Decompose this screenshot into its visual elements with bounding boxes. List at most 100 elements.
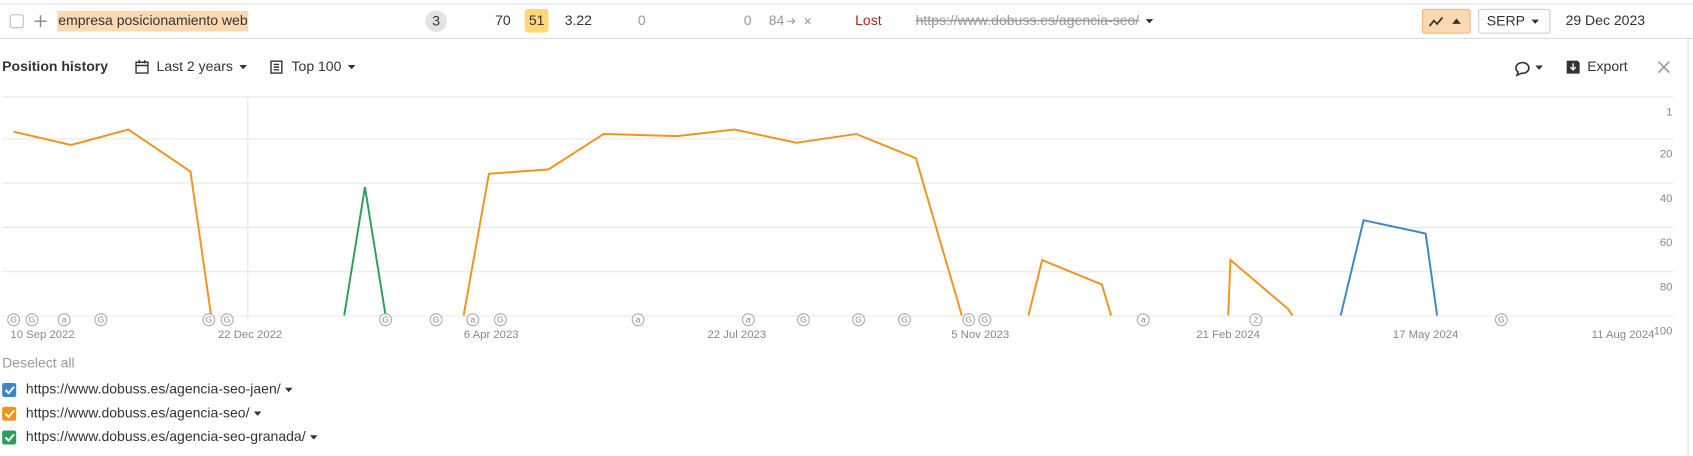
add-icon[interactable] xyxy=(34,15,47,28)
x-tick-label: 11 Aug 2024 xyxy=(1592,329,1655,341)
serp-feature-marker xyxy=(379,313,393,327)
keyword-highlight xyxy=(57,10,249,32)
serp-feature-marker xyxy=(7,313,21,327)
serp-feature-label: G xyxy=(382,315,389,325)
deselect-all[interactable]: Deselect all xyxy=(2,355,74,371)
close-button[interactable] xyxy=(1657,61,1670,74)
serp-feature-label: G xyxy=(855,315,862,325)
serp-feature-label: G xyxy=(205,315,212,325)
y-tick-label: 20 xyxy=(1660,149,1673,161)
legend-label[interactable]: https://www.dobuss.es/agencia-seo-granad… xyxy=(26,428,306,444)
chart-button[interactable] xyxy=(1421,8,1471,34)
comment-icon[interactable] xyxy=(1515,61,1530,77)
serp-feature-marker xyxy=(220,313,234,327)
volume: 70 xyxy=(495,12,511,28)
x-tick-label: 22 Jul 2023 xyxy=(708,329,767,341)
row-checkbox[interactable] xyxy=(9,14,24,29)
y-tick-label: 100 xyxy=(1654,326,1673,338)
period-select[interactable]: Last 2 years xyxy=(157,58,233,74)
x-tick-label: 6 Apr 2023 xyxy=(464,329,519,341)
serp-feature-marker xyxy=(94,313,108,327)
serp-feature-marker xyxy=(1249,313,1263,327)
cpc: 3.22 xyxy=(565,12,592,28)
legend-checkbox[interactable] xyxy=(2,430,17,445)
traffic: 0 xyxy=(638,12,646,28)
check-icon xyxy=(4,409,15,419)
legend-checkbox[interactable] xyxy=(2,382,17,397)
top-select[interactable]: Top 100 xyxy=(292,58,342,74)
series-line xyxy=(1339,219,1439,316)
url[interactable]: https://www.dobuss.es/agencia-seo/ xyxy=(916,12,1140,28)
serp-feature-label: G xyxy=(10,315,17,325)
serp-button[interactable] xyxy=(1478,8,1551,34)
serp-feature-marker xyxy=(429,313,443,327)
date: 29 Dec 2023 xyxy=(1566,12,1646,28)
check-icon xyxy=(4,386,15,395)
lost-icon xyxy=(804,18,811,25)
legend: https://www.dobuss.es/agencia-seo-jaen/h… xyxy=(2,381,318,445)
serp-feature-label: G xyxy=(224,315,231,325)
caret xyxy=(1145,19,1154,24)
caret xyxy=(1535,65,1543,70)
x-tick-label: 10 Sep 2022 xyxy=(10,329,74,341)
serp-feature-marker xyxy=(57,313,71,327)
panel-title: Position history xyxy=(2,58,108,74)
serp-feature-marker xyxy=(202,313,216,327)
serp-label[interactable]: SERP xyxy=(1487,12,1525,28)
kd-badge xyxy=(524,8,549,33)
serp-feature-marker xyxy=(897,313,911,327)
serp-feature-marker xyxy=(493,313,507,327)
table-icon xyxy=(270,60,283,74)
serp-feature-label: G xyxy=(1498,315,1505,325)
serp-feature-label: G xyxy=(98,315,105,325)
serp-feature-marker xyxy=(25,313,39,327)
serp-feature-label: G xyxy=(965,315,972,325)
caret xyxy=(284,387,293,393)
serp-feature-label: a xyxy=(1141,315,1146,325)
x-tick-label: 17 May 2024 xyxy=(1393,329,1459,341)
serp-feature-label: a xyxy=(62,315,67,325)
series-line xyxy=(343,186,387,316)
caret xyxy=(1531,19,1539,24)
legend-checkbox[interactable] xyxy=(2,406,17,421)
export-button[interactable]: Export xyxy=(1587,58,1628,74)
caret xyxy=(239,64,247,70)
arrow-icon xyxy=(787,18,796,25)
keyword[interactable]: empresa posicionamiento web xyxy=(58,12,248,28)
serp-feature-marker xyxy=(1494,313,1508,327)
legend-label[interactable]: https://www.dobuss.es/agencia-seo-jaen/ xyxy=(26,381,281,397)
status: Lost xyxy=(855,12,882,28)
serp-feature-label: G xyxy=(29,315,36,325)
serp-feature-marker xyxy=(962,313,976,327)
serp-feature-label: a xyxy=(636,315,641,325)
serp-feature-marker xyxy=(852,313,866,327)
y-tick-label: 1 xyxy=(1666,106,1672,118)
position: 84 xyxy=(769,12,785,28)
serp-feature-label: G xyxy=(901,315,908,325)
serp-feature-label: G xyxy=(800,315,807,325)
caret xyxy=(347,64,356,70)
y-tick-label: 40 xyxy=(1660,193,1673,205)
trend-icon xyxy=(1428,16,1444,27)
kd: 51 xyxy=(529,12,545,28)
x-tick-label: 22 Dec 2022 xyxy=(218,329,282,341)
intents: 3 xyxy=(432,12,440,28)
serp-feature-label: 2 xyxy=(1253,315,1258,325)
serp-feature-marker xyxy=(741,313,755,327)
serp-feature-marker xyxy=(796,313,810,327)
serp-feature-marker xyxy=(1136,313,1150,327)
intents-badge xyxy=(425,10,448,33)
serp-feature-marker xyxy=(631,313,645,327)
chart: 1 20 40 60 80 100 10 Sep 2022 22 Dec 2022 6 Apr … xyxy=(2,96,1674,341)
serp-feature-label: G xyxy=(981,315,988,325)
check-icon xyxy=(4,433,15,443)
legend-label[interactable]: https://www.dobuss.es/agencia-seo/ xyxy=(26,404,250,420)
series-line xyxy=(13,128,1294,317)
serp-feature-marker xyxy=(978,313,992,327)
export-arrow xyxy=(1569,63,1577,71)
y-tick-label: 80 xyxy=(1660,281,1673,293)
caret xyxy=(309,435,318,440)
